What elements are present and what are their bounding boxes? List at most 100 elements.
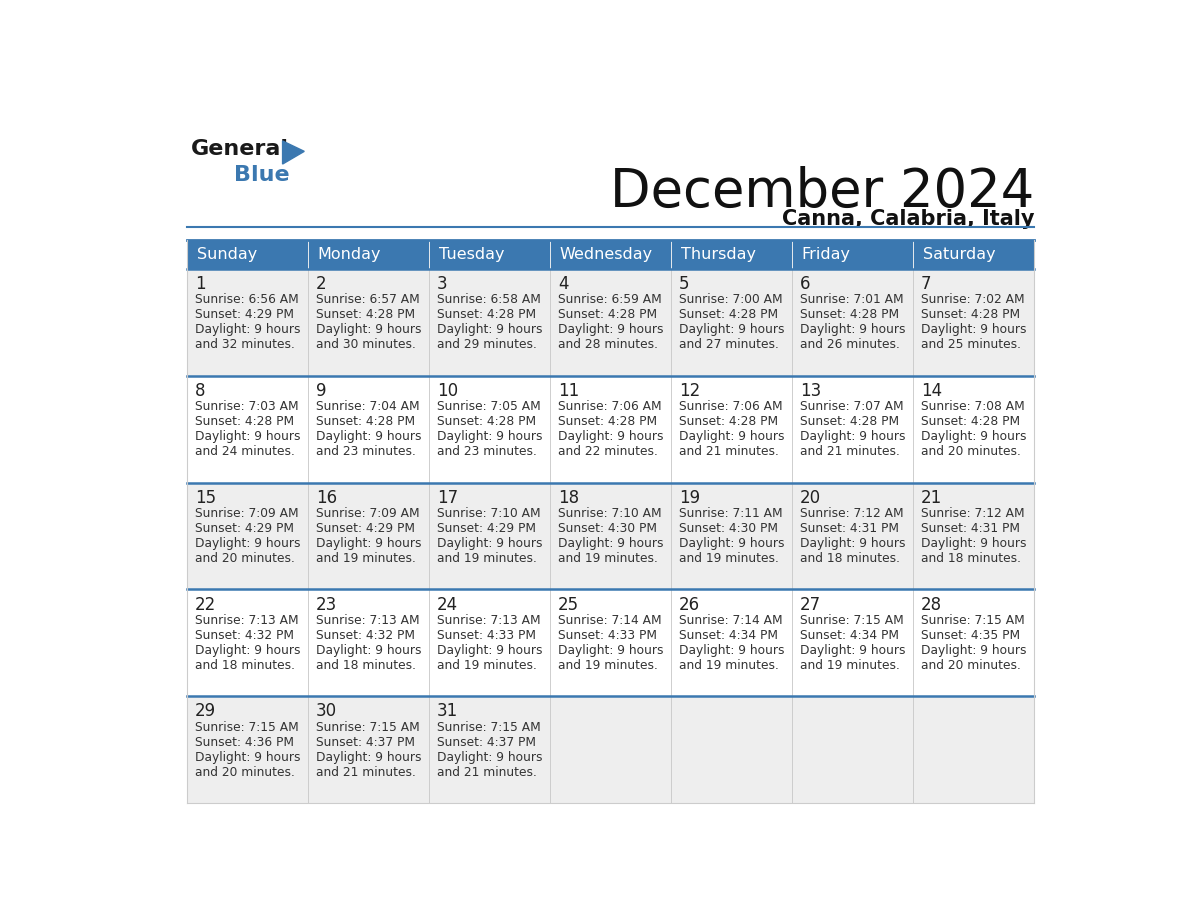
- Bar: [429, 375, 550, 483]
- Text: Sunset: 4:28 PM: Sunset: 4:28 PM: [316, 308, 415, 321]
- Text: Sunset: 4:28 PM: Sunset: 4:28 PM: [316, 415, 415, 429]
- Bar: [308, 375, 429, 483]
- Text: Sunset: 4:30 PM: Sunset: 4:30 PM: [680, 522, 778, 535]
- Text: Sunrise: 7:10 AM: Sunrise: 7:10 AM: [437, 507, 541, 521]
- Text: and 30 minutes.: and 30 minutes.: [316, 339, 416, 352]
- Text: Daylight: 9 hours: Daylight: 9 hours: [316, 751, 422, 764]
- Bar: [914, 483, 1035, 589]
- Bar: [550, 483, 671, 589]
- Bar: [188, 483, 308, 589]
- Text: 2: 2: [316, 274, 327, 293]
- Text: Sunset: 4:31 PM: Sunset: 4:31 PM: [921, 522, 1020, 535]
- Text: and 19 minutes.: and 19 minutes.: [316, 553, 416, 565]
- Text: Sunrise: 7:14 AM: Sunrise: 7:14 AM: [558, 614, 662, 627]
- Text: Sunrise: 7:09 AM: Sunrise: 7:09 AM: [195, 507, 298, 521]
- Text: 9: 9: [316, 382, 327, 400]
- Text: Daylight: 9 hours: Daylight: 9 hours: [921, 431, 1026, 443]
- Text: and 27 minutes.: and 27 minutes.: [680, 339, 779, 352]
- Text: 21: 21: [921, 488, 942, 507]
- Text: Daylight: 9 hours: Daylight: 9 hours: [558, 323, 664, 337]
- Text: and 32 minutes.: and 32 minutes.: [195, 339, 295, 352]
- Text: Sunset: 4:28 PM: Sunset: 4:28 PM: [680, 415, 778, 429]
- Text: General: General: [191, 140, 289, 160]
- Text: and 18 minutes.: and 18 minutes.: [316, 659, 416, 672]
- Text: Sunrise: 7:05 AM: Sunrise: 7:05 AM: [437, 400, 541, 413]
- Text: 11: 11: [558, 382, 580, 400]
- Polygon shape: [283, 141, 304, 164]
- Bar: [914, 589, 1035, 696]
- Text: and 24 minutes.: and 24 minutes.: [195, 445, 295, 458]
- Text: Daylight: 9 hours: Daylight: 9 hours: [680, 537, 784, 550]
- Text: and 18 minutes.: and 18 minutes.: [921, 553, 1020, 565]
- Bar: [792, 240, 914, 269]
- Text: Sunset: 4:28 PM: Sunset: 4:28 PM: [800, 308, 899, 321]
- Bar: [914, 375, 1035, 483]
- Text: 23: 23: [316, 596, 337, 613]
- Text: Sunrise: 7:09 AM: Sunrise: 7:09 AM: [316, 507, 419, 521]
- Text: and 28 minutes.: and 28 minutes.: [558, 339, 658, 352]
- Bar: [792, 483, 914, 589]
- Text: and 19 minutes.: and 19 minutes.: [558, 659, 658, 672]
- Text: Sunset: 4:28 PM: Sunset: 4:28 PM: [921, 415, 1020, 429]
- Text: Sunrise: 6:58 AM: Sunrise: 6:58 AM: [437, 294, 541, 307]
- Text: Sunrise: 7:15 AM: Sunrise: 7:15 AM: [921, 614, 1025, 627]
- Text: Daylight: 9 hours: Daylight: 9 hours: [800, 431, 905, 443]
- Bar: [550, 240, 671, 269]
- Text: Sunset: 4:32 PM: Sunset: 4:32 PM: [316, 629, 415, 642]
- Text: Tuesday: Tuesday: [438, 247, 504, 262]
- Text: Daylight: 9 hours: Daylight: 9 hours: [558, 644, 664, 657]
- Text: Sunrise: 7:03 AM: Sunrise: 7:03 AM: [195, 400, 298, 413]
- Text: 27: 27: [800, 596, 821, 613]
- Text: Sunrise: 7:10 AM: Sunrise: 7:10 AM: [558, 507, 662, 521]
- Bar: [792, 269, 914, 375]
- Text: and 21 minutes.: and 21 minutes.: [316, 766, 416, 779]
- Text: Sunset: 4:28 PM: Sunset: 4:28 PM: [921, 308, 1020, 321]
- Text: Sunrise: 7:15 AM: Sunrise: 7:15 AM: [800, 614, 904, 627]
- Text: Daylight: 9 hours: Daylight: 9 hours: [195, 751, 301, 764]
- Bar: [792, 589, 914, 696]
- Text: Daylight: 9 hours: Daylight: 9 hours: [437, 431, 543, 443]
- Bar: [792, 696, 914, 803]
- Text: Sunrise: 7:07 AM: Sunrise: 7:07 AM: [800, 400, 904, 413]
- Bar: [188, 696, 308, 803]
- Text: and 21 minutes.: and 21 minutes.: [680, 445, 779, 458]
- Text: Sunrise: 7:08 AM: Sunrise: 7:08 AM: [921, 400, 1025, 413]
- Text: Daylight: 9 hours: Daylight: 9 hours: [316, 323, 422, 337]
- Text: Thursday: Thursday: [681, 247, 756, 262]
- Bar: [188, 269, 308, 375]
- Bar: [671, 240, 792, 269]
- Text: 4: 4: [558, 274, 569, 293]
- Text: Daylight: 9 hours: Daylight: 9 hours: [680, 431, 784, 443]
- Text: Sunset: 4:29 PM: Sunset: 4:29 PM: [195, 308, 293, 321]
- Text: and 19 minutes.: and 19 minutes.: [437, 659, 537, 672]
- Text: and 20 minutes.: and 20 minutes.: [921, 659, 1020, 672]
- Text: Daylight: 9 hours: Daylight: 9 hours: [921, 644, 1026, 657]
- Text: and 21 minutes.: and 21 minutes.: [437, 766, 537, 779]
- Text: 6: 6: [800, 274, 810, 293]
- Bar: [550, 269, 671, 375]
- Bar: [671, 375, 792, 483]
- Text: Sunrise: 7:13 AM: Sunrise: 7:13 AM: [437, 614, 541, 627]
- Text: December 2024: December 2024: [611, 165, 1035, 218]
- Text: Sunset: 4:37 PM: Sunset: 4:37 PM: [316, 736, 415, 749]
- Bar: [671, 696, 792, 803]
- Text: 24: 24: [437, 596, 459, 613]
- Bar: [429, 240, 550, 269]
- Text: Sunrise: 7:04 AM: Sunrise: 7:04 AM: [316, 400, 419, 413]
- Bar: [671, 483, 792, 589]
- Text: and 22 minutes.: and 22 minutes.: [558, 445, 658, 458]
- Text: Sunset: 4:29 PM: Sunset: 4:29 PM: [316, 522, 415, 535]
- Text: 30: 30: [316, 702, 337, 721]
- Text: Sunrise: 7:02 AM: Sunrise: 7:02 AM: [921, 294, 1025, 307]
- Text: and 23 minutes.: and 23 minutes.: [437, 445, 537, 458]
- Bar: [308, 589, 429, 696]
- Text: 12: 12: [680, 382, 700, 400]
- Bar: [308, 269, 429, 375]
- Text: Sunset: 4:29 PM: Sunset: 4:29 PM: [437, 522, 536, 535]
- Bar: [671, 589, 792, 696]
- Text: Friday: Friday: [802, 247, 851, 262]
- Text: Sunrise: 7:15 AM: Sunrise: 7:15 AM: [437, 721, 541, 733]
- Text: 3: 3: [437, 274, 448, 293]
- Text: and 20 minutes.: and 20 minutes.: [921, 445, 1020, 458]
- Text: Sunset: 4:32 PM: Sunset: 4:32 PM: [195, 629, 293, 642]
